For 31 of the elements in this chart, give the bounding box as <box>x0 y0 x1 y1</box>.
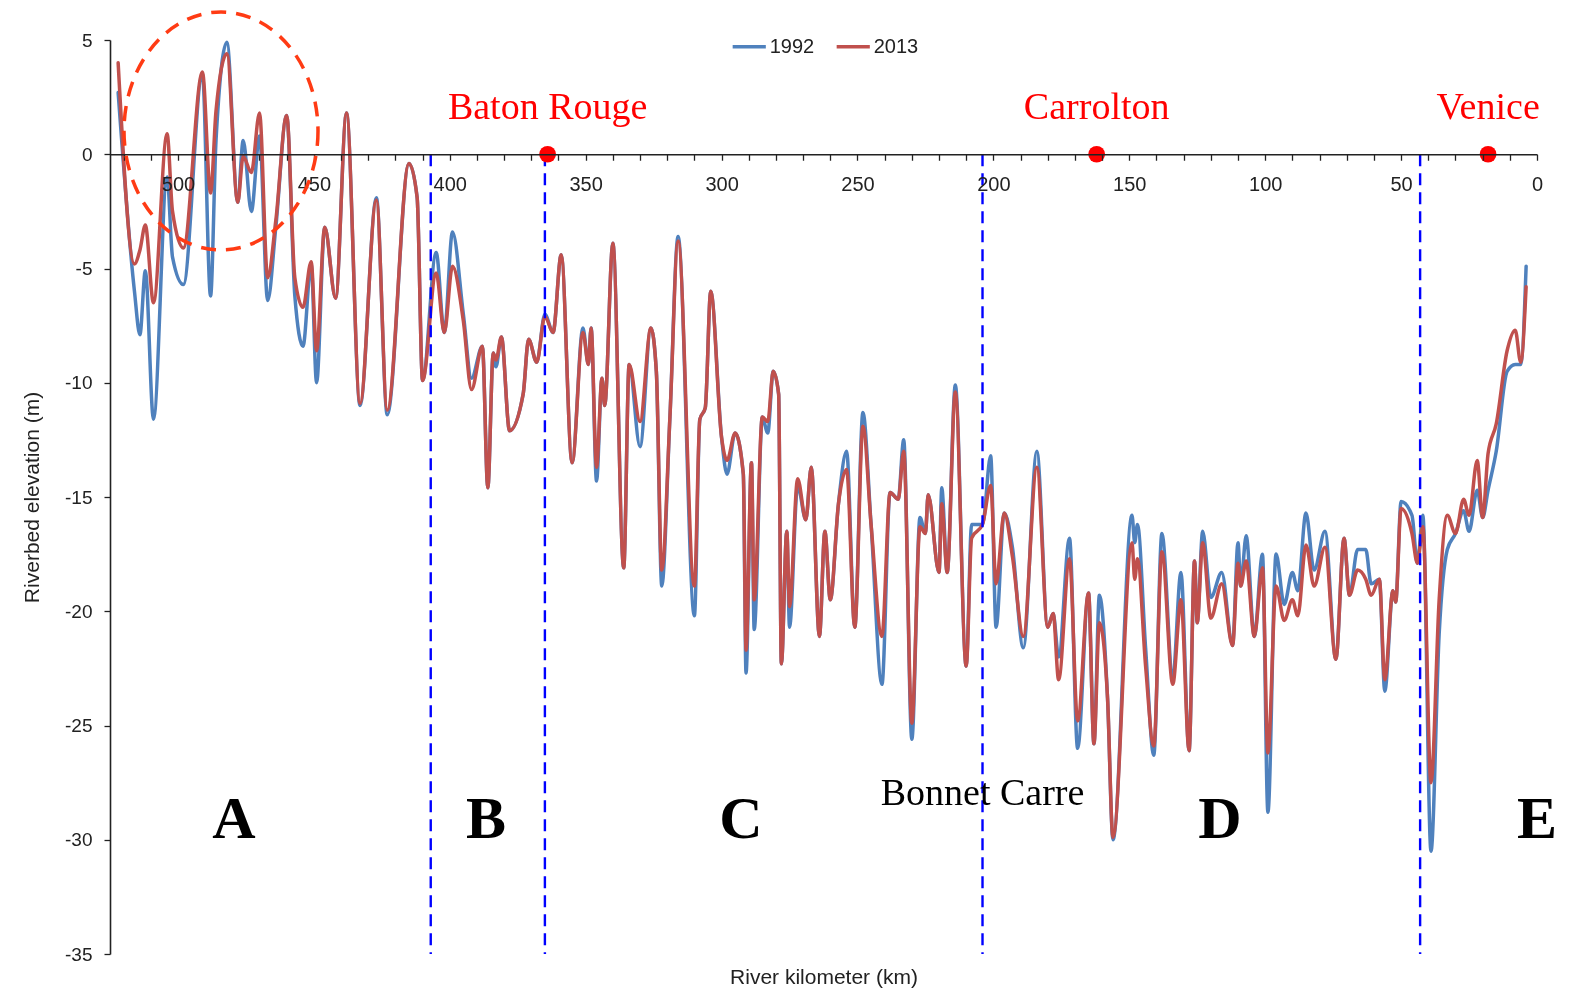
x-tick-label: 200 <box>977 172 1011 195</box>
x-tick-label: 100 <box>1249 172 1283 195</box>
x-tick-label: 50 <box>1390 172 1413 195</box>
x-tick-label: 300 <box>705 172 739 195</box>
y-tick-label: -30 <box>65 829 93 851</box>
x-axis-title: River kilometer (km) <box>730 964 918 988</box>
annotation: Baton Rouge <box>447 85 648 128</box>
y-tick-label: -10 <box>65 372 93 394</box>
legend-label: 1992 <box>769 34 815 57</box>
annotation: B <box>465 785 507 851</box>
x-tick-label: 250 <box>841 172 875 195</box>
annotation: Carrolton <box>1023 85 1170 128</box>
annotation: Bonnet Carre <box>880 771 1085 814</box>
y-tick-label: -20 <box>65 600 93 622</box>
legend-label: 2013 <box>873 34 919 57</box>
x-tick-label: 150 <box>1113 172 1147 195</box>
y-tick-label: -5 <box>75 258 93 279</box>
annotation: C <box>719 785 763 851</box>
y-tick-label: -35 <box>65 943 93 965</box>
x-tick-label: 400 <box>433 172 467 195</box>
annotation: A <box>212 785 256 851</box>
y-axis-title: Riverbed elevation (m) <box>20 391 44 604</box>
x-tick-label: 0 <box>1531 172 1544 195</box>
y-tick-label: -25 <box>65 715 93 736</box>
annotation: E <box>1516 785 1558 851</box>
y-tick-label: 0 <box>81 143 93 165</box>
x-tick-label: 350 <box>569 172 603 195</box>
annotation: Venice <box>1436 85 1540 128</box>
y-tick-label: 5 <box>81 29 93 51</box>
annotation: D <box>1198 785 1242 851</box>
y-tick-label: -15 <box>65 486 93 508</box>
